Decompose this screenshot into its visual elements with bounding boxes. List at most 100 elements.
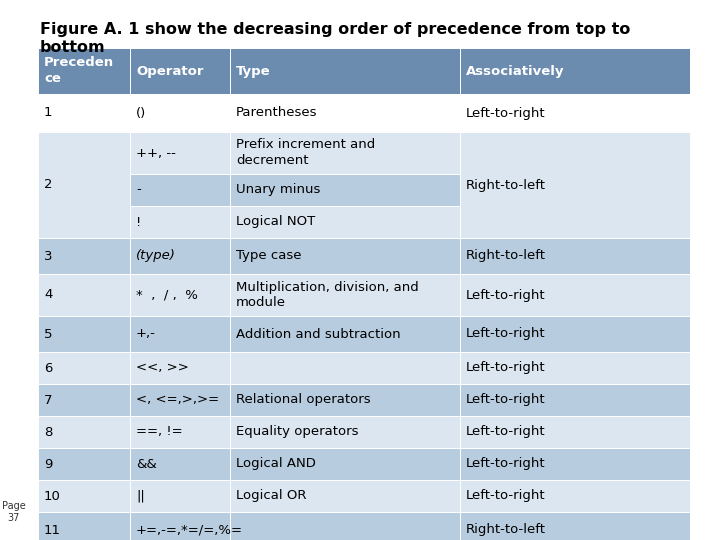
Bar [230,448,460,480]
Bar [38,94,130,132]
Bar [130,352,230,384]
Text: 8: 8 [44,426,53,438]
Text: Left-to-right: Left-to-right [466,106,546,119]
Text: Type case: Type case [236,249,302,262]
Text: 6: 6 [44,361,53,375]
Text: +,-: +,- [136,327,156,341]
Bar [38,352,130,384]
Bar [460,274,690,316]
Text: Logical AND: Logical AND [236,457,316,470]
Text: (type): (type) [136,249,176,262]
Text: 4: 4 [44,288,53,301]
Text: !: ! [136,215,141,228]
Bar [130,238,230,274]
Bar [38,274,130,316]
Bar [38,238,130,274]
Text: +=,-=,*=/=,%=: +=,-=,*=/=,%= [136,523,243,537]
Text: <<, >>: <<, >> [136,361,189,375]
Text: Page
37: Page 37 [2,501,26,523]
Text: ||: || [136,489,145,503]
Text: Figure A. 1 show the decreasing order of precedence from top to: Figure A. 1 show the decreasing order of… [40,22,631,37]
Bar [460,480,690,512]
Bar [460,132,690,238]
Text: 10: 10 [44,489,61,503]
Bar [130,132,230,174]
Text: Right-to-left: Right-to-left [466,523,546,537]
Text: Operator: Operator [136,64,204,78]
Text: Left-to-right: Left-to-right [466,426,546,438]
Bar [38,480,130,512]
Text: ==, !=: ==, != [136,426,183,438]
Text: <, <=,>,>=: <, <=,>,>= [136,394,219,407]
Text: -: - [136,184,140,197]
Bar [38,384,130,416]
Bar [230,384,460,416]
Text: Unary minus: Unary minus [236,184,320,197]
Bar [460,94,690,132]
Text: Right-to-left: Right-to-left [466,249,546,262]
Bar [460,48,690,94]
Text: 5: 5 [44,327,53,341]
Bar [230,238,460,274]
Bar [460,238,690,274]
Bar [130,316,230,352]
Text: Logical OR: Logical OR [236,489,307,503]
Text: Left-to-right: Left-to-right [466,361,546,375]
Text: Relational operators: Relational operators [236,394,371,407]
Bar [230,352,460,384]
Text: (): () [136,106,146,119]
Text: 1: 1 [44,106,53,119]
Bar [460,384,690,416]
Bar [230,132,460,174]
Bar [230,174,460,206]
Text: Preceden
ce: Preceden ce [44,57,114,85]
Bar [230,416,460,448]
Text: Left-to-right: Left-to-right [466,288,546,301]
Bar [460,316,690,352]
Bar [230,316,460,352]
Bar [130,416,230,448]
Text: Right-to-left: Right-to-left [466,179,546,192]
Text: Associatively: Associatively [466,64,564,78]
Bar [460,352,690,384]
Text: Left-to-right: Left-to-right [466,394,546,407]
Bar [38,132,130,238]
Bar [230,512,460,540]
Text: 7: 7 [44,394,53,407]
Text: Left-to-right: Left-to-right [466,327,546,341]
Text: *  ,  / ,  %: * , / , % [136,288,198,301]
Bar [130,206,230,238]
Bar [130,174,230,206]
Bar [130,274,230,316]
Text: 9: 9 [44,457,53,470]
Text: Parentheses: Parentheses [236,106,318,119]
Text: 11: 11 [44,523,61,537]
Text: Left-to-right: Left-to-right [466,457,546,470]
Bar [230,480,460,512]
Bar [460,512,690,540]
Text: 2: 2 [44,179,53,192]
Bar [38,48,130,94]
Text: Addition and subtraction: Addition and subtraction [236,327,400,341]
Text: Equality operators: Equality operators [236,426,359,438]
Text: Type: Type [236,64,271,78]
Bar [38,448,130,480]
Bar [130,512,230,540]
Bar [460,416,690,448]
Bar [38,316,130,352]
Bar [130,94,230,132]
Bar [38,416,130,448]
Bar [230,206,460,238]
Text: ++, --: ++, -- [136,146,176,159]
Bar [230,94,460,132]
Text: Left-to-right: Left-to-right [466,489,546,503]
Bar [230,48,460,94]
Bar [130,384,230,416]
Text: &&: && [136,457,157,470]
Text: Logical NOT: Logical NOT [236,215,315,228]
Bar [38,512,130,540]
Text: bottom: bottom [40,40,106,55]
Bar [460,448,690,480]
Bar [230,274,460,316]
Bar [130,48,230,94]
